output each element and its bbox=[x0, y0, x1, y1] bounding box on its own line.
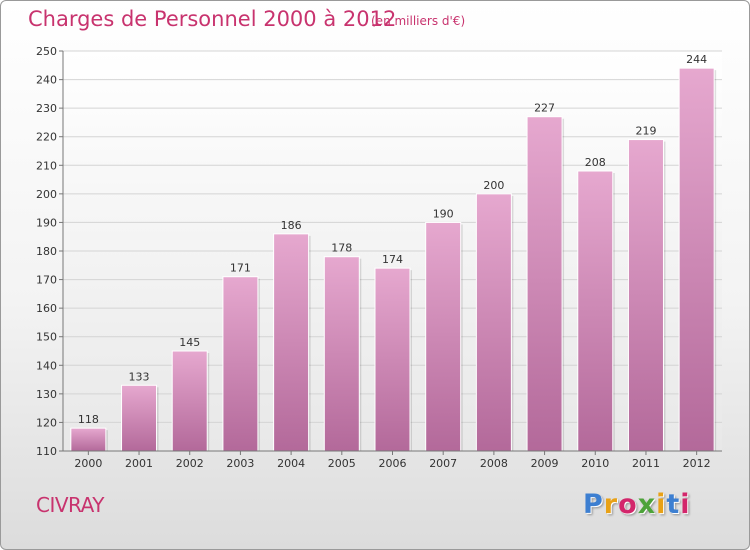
bar-2006 bbox=[374, 267, 411, 452]
x-axis-ticks: 2000 2001 2002 2003 2004 2005 2006 2007 2008 2009… bbox=[74, 451, 711, 470]
bar-value-label: 171 bbox=[230, 262, 251, 275]
y-axis-ticks: 110 120 130 140 150 160 170 180 190 200 210 220 230 2… bbox=[36, 45, 63, 458]
x-tick-label: 2003 bbox=[226, 457, 254, 470]
bar-value-label: 200 bbox=[483, 179, 504, 192]
unit-note: (en milliers d'€) bbox=[371, 14, 466, 28]
x-tick-label: 2006 bbox=[379, 457, 407, 470]
y-tick-label: 210 bbox=[36, 159, 57, 172]
x-tick-label: 2012 bbox=[683, 457, 711, 470]
bar-2001 bbox=[121, 384, 158, 452]
bar-2005 bbox=[323, 256, 360, 452]
y-tick-label: 190 bbox=[36, 216, 57, 229]
bar-value-label: 174 bbox=[382, 253, 403, 266]
y-tick-label: 140 bbox=[36, 359, 57, 372]
bar-2012 bbox=[678, 67, 715, 452]
bar-2004 bbox=[273, 233, 310, 452]
y-tick-label: 220 bbox=[36, 131, 57, 144]
bar-2002 bbox=[171, 350, 208, 452]
logo-letter: i bbox=[680, 489, 691, 520]
bar-value-label: 186 bbox=[281, 219, 302, 232]
bar-value-label: 190 bbox=[433, 207, 454, 220]
logo-letter: P bbox=[583, 489, 604, 520]
y-tick-label: 230 bbox=[36, 102, 57, 115]
bar-2007 bbox=[425, 221, 462, 452]
y-tick-label: 170 bbox=[36, 274, 57, 287]
bar-2011 bbox=[627, 139, 664, 452]
logo-letter: o bbox=[618, 489, 638, 520]
bars: 118 133 145 171 186 178 174 190 200 227 208 219 244 bbox=[70, 53, 717, 452]
bar-2008 bbox=[475, 193, 512, 452]
proxiti-logo: Proxiti bbox=[583, 489, 691, 520]
logo-letter: i bbox=[656, 489, 667, 520]
x-tick-label: 2010 bbox=[581, 457, 609, 470]
y-tick-label: 240 bbox=[36, 74, 57, 87]
bar-value-label: 118 bbox=[78, 413, 99, 426]
logo-letter: r bbox=[603, 489, 619, 520]
x-tick-label: 2001 bbox=[125, 457, 153, 470]
logo-letter: t bbox=[666, 489, 681, 520]
bar-2009 bbox=[526, 116, 563, 452]
bar-value-label: 133 bbox=[129, 370, 150, 383]
y-tick-label: 110 bbox=[36, 445, 57, 458]
bar-value-label: 244 bbox=[686, 53, 707, 66]
bar-value-label: 219 bbox=[635, 125, 656, 138]
logo-letter: x bbox=[637, 489, 657, 520]
bar-2000 bbox=[70, 427, 107, 452]
bar-2003 bbox=[222, 276, 259, 452]
y-tick-label: 250 bbox=[36, 45, 57, 58]
y-tick-label: 180 bbox=[36, 245, 57, 258]
bar-value-label: 178 bbox=[331, 242, 352, 255]
x-tick-label: 2008 bbox=[480, 457, 508, 470]
x-tick-label: 2000 bbox=[74, 457, 102, 470]
y-tick-label: 130 bbox=[36, 388, 57, 401]
y-tick-label: 150 bbox=[36, 331, 57, 344]
x-tick-label: 2002 bbox=[176, 457, 204, 470]
x-tick-label: 2004 bbox=[277, 457, 305, 470]
bar-2010 bbox=[577, 170, 614, 452]
y-tick-label: 120 bbox=[36, 416, 57, 429]
x-tick-label: 2009 bbox=[531, 457, 559, 470]
city-name: CIVRAY bbox=[36, 493, 104, 517]
x-tick-label: 2011 bbox=[632, 457, 660, 470]
chart-title: Charges de Personnel 2000 à 2012 bbox=[28, 7, 397, 31]
x-tick-label: 2007 bbox=[429, 457, 457, 470]
x-tick-label: 2005 bbox=[328, 457, 356, 470]
y-tick-label: 200 bbox=[36, 188, 57, 201]
y-tick-label: 160 bbox=[36, 302, 57, 315]
bar-value-label: 227 bbox=[534, 102, 555, 115]
bar-value-label: 145 bbox=[179, 336, 200, 349]
bar-value-label: 208 bbox=[585, 156, 606, 169]
